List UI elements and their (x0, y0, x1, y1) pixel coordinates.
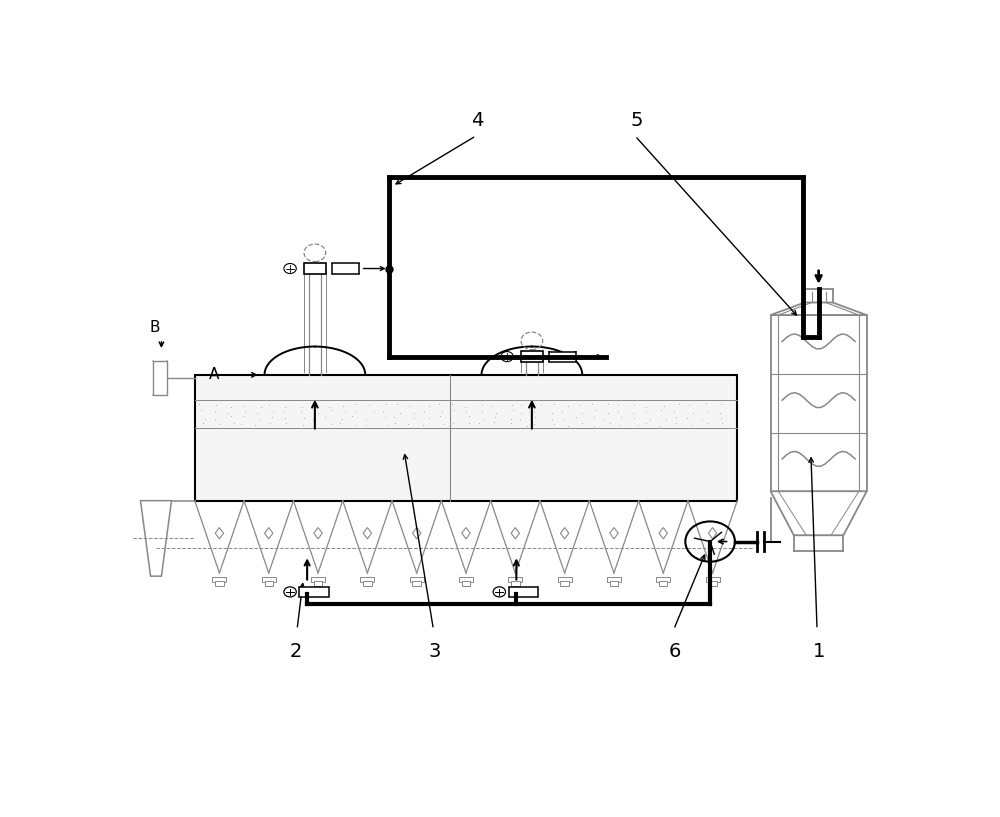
Text: B: B (149, 320, 160, 335)
Bar (299, 587, 329, 596)
Bar (153, 360, 167, 395)
Bar (549, 351, 576, 362)
Bar (304, 263, 326, 275)
Bar (508, 577, 522, 582)
Text: A: A (209, 368, 219, 382)
Bar (706, 577, 720, 582)
Bar (459, 577, 473, 582)
Bar (410, 577, 424, 582)
Text: 4: 4 (471, 110, 484, 130)
Bar (659, 581, 667, 587)
Bar (212, 577, 226, 582)
Bar (265, 581, 273, 587)
Text: 3: 3 (429, 642, 441, 661)
Bar (708, 581, 717, 587)
Text: 2: 2 (289, 642, 302, 661)
Bar (311, 577, 325, 582)
Bar (521, 351, 543, 362)
Bar (610, 581, 618, 587)
Bar (262, 577, 276, 582)
Bar (195, 375, 737, 501)
Bar (607, 577, 621, 582)
Bar (360, 577, 374, 582)
Bar (332, 264, 359, 274)
Bar (462, 581, 470, 587)
Text: 6: 6 (669, 642, 681, 661)
Bar (558, 577, 572, 582)
Bar (363, 581, 372, 587)
Text: 5: 5 (630, 110, 643, 130)
Bar (560, 581, 569, 587)
Bar (656, 577, 670, 582)
Bar (511, 581, 520, 587)
Bar (412, 581, 421, 587)
Bar (509, 587, 538, 596)
Bar (215, 581, 224, 587)
Bar (314, 581, 322, 587)
Text: 1: 1 (812, 642, 825, 661)
